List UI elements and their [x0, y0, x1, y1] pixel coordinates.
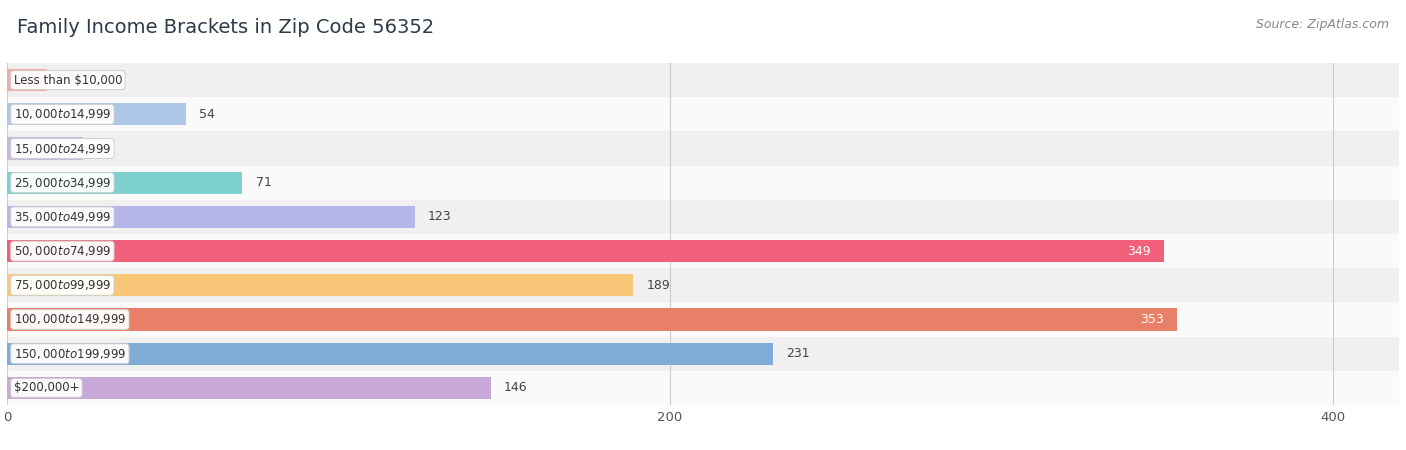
Bar [7, 377, 491, 399]
Text: Family Income Brackets in Zip Code 56352: Family Income Brackets in Zip Code 56352 [17, 18, 434, 37]
Bar [7, 268, 1399, 302]
Bar [7, 200, 1399, 234]
Bar [7, 69, 46, 91]
Text: 189: 189 [647, 279, 671, 292]
Bar [7, 103, 186, 126]
Bar [7, 302, 1399, 337]
Text: $75,000 to $99,999: $75,000 to $99,999 [14, 278, 111, 293]
Text: $150,000 to $199,999: $150,000 to $199,999 [14, 346, 127, 361]
Text: 353: 353 [1140, 313, 1164, 326]
Bar [7, 234, 1399, 268]
Bar [7, 63, 1399, 97]
Text: 146: 146 [505, 382, 527, 394]
Text: $10,000 to $14,999: $10,000 to $14,999 [14, 107, 111, 122]
Bar [7, 240, 1164, 262]
Bar [7, 171, 242, 194]
Text: 54: 54 [200, 108, 215, 121]
Bar [7, 166, 1399, 200]
Text: 123: 123 [427, 211, 451, 223]
Bar [7, 342, 773, 365]
Bar [7, 371, 1399, 405]
Text: $15,000 to $24,999: $15,000 to $24,999 [14, 141, 111, 156]
Text: $35,000 to $49,999: $35,000 to $49,999 [14, 210, 111, 224]
Text: 12: 12 [60, 74, 76, 86]
Text: 349: 349 [1126, 245, 1150, 257]
Bar [7, 97, 1399, 131]
Bar [7, 137, 83, 160]
Text: Source: ZipAtlas.com: Source: ZipAtlas.com [1256, 18, 1389, 31]
Bar [7, 131, 1399, 166]
Text: $25,000 to $34,999: $25,000 to $34,999 [14, 176, 111, 190]
Bar [7, 337, 1399, 371]
Bar [7, 206, 415, 228]
Bar [7, 274, 633, 297]
Text: $100,000 to $149,999: $100,000 to $149,999 [14, 312, 127, 327]
Text: $200,000+: $200,000+ [14, 382, 79, 394]
Text: $50,000 to $74,999: $50,000 to $74,999 [14, 244, 111, 258]
Text: 23: 23 [97, 142, 112, 155]
Text: Less than $10,000: Less than $10,000 [14, 74, 122, 86]
Bar [7, 308, 1177, 331]
Text: 71: 71 [256, 176, 271, 189]
Text: 231: 231 [786, 347, 810, 360]
